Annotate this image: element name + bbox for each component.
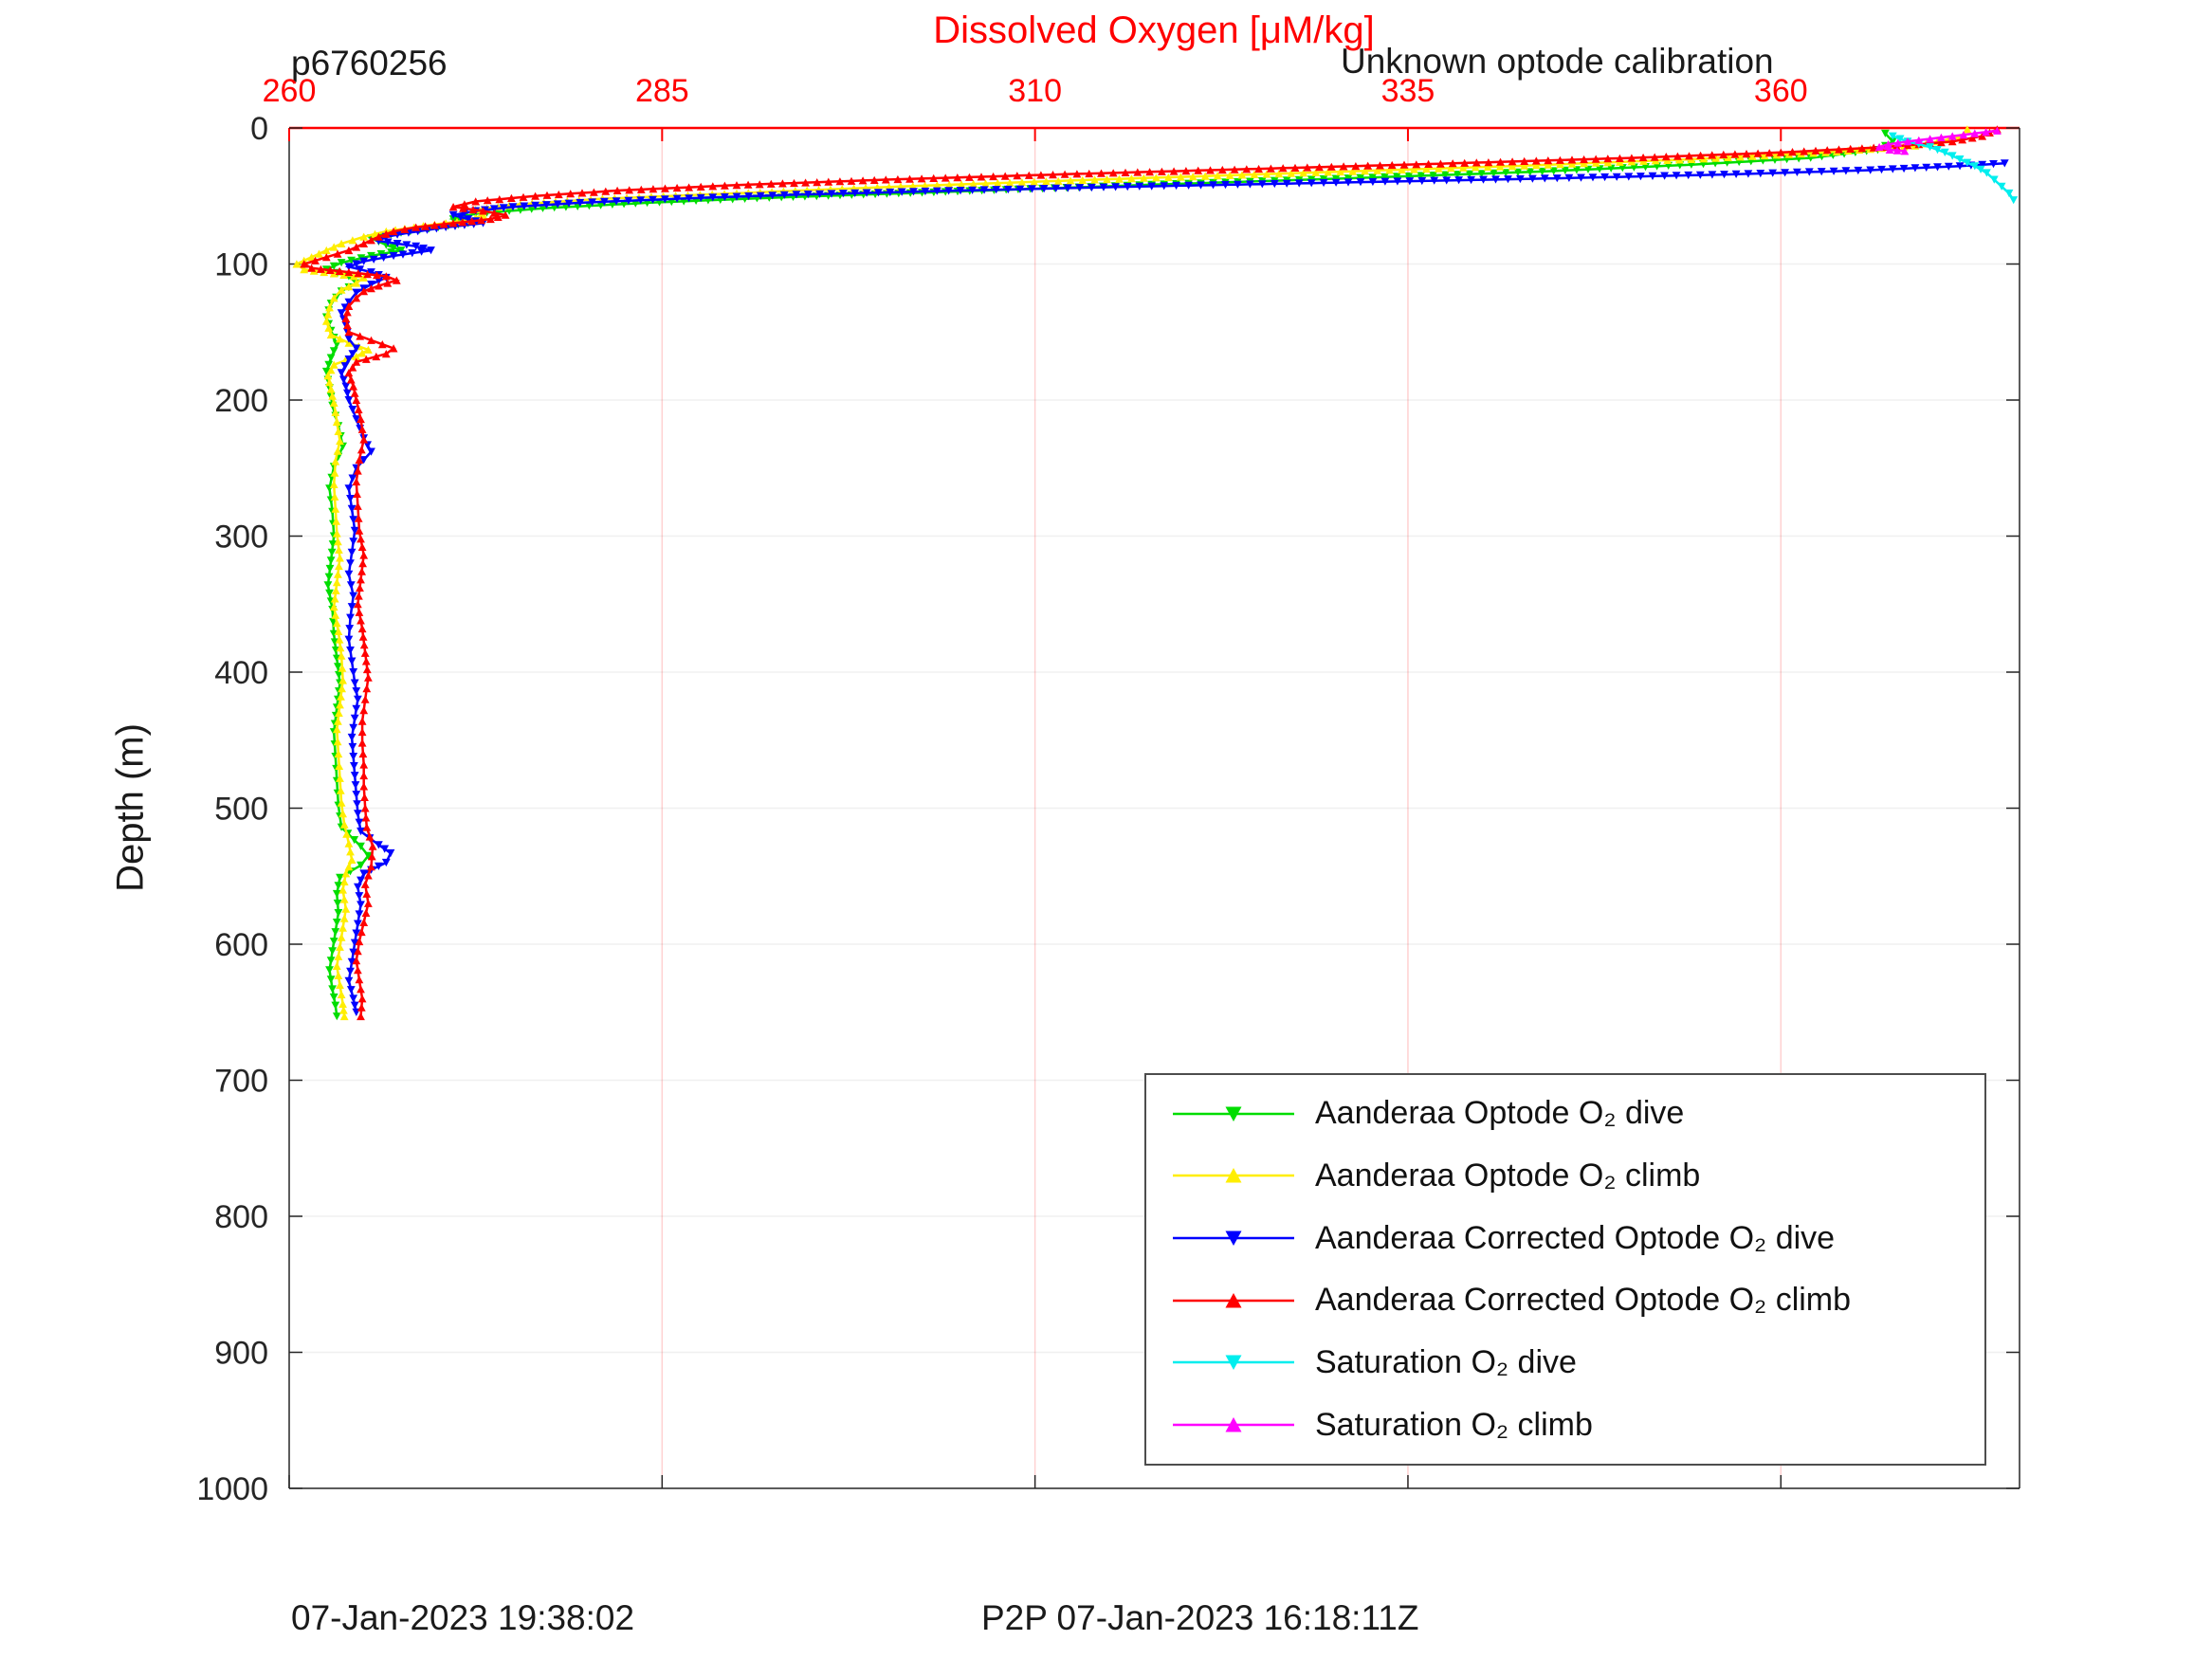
legend-line-sample <box>1173 1106 1294 1121</box>
y-tick-label: 500 <box>214 792 268 828</box>
legend-label: Aanderaa Optode O₂ dive <box>1315 1095 1685 1132</box>
legend-entry: Aanderaa Corrected Optode O₂ dive <box>1146 1219 1984 1257</box>
series-line-0 <box>321 129 1897 1021</box>
triangle-down-icon <box>1225 1355 1242 1371</box>
legend: Aanderaa Optode O₂ dive Aanderaa Optode O… <box>1144 1073 1986 1466</box>
series-line-1 <box>292 125 1972 1021</box>
y-tick-label: 200 <box>214 383 268 419</box>
footer-center-timestamp: P2P 07-Jan-2023 16:18:11Z <box>981 1598 1419 1637</box>
x-tick-label: 360 <box>1754 73 1808 109</box>
x-tick-label: 285 <box>635 73 689 109</box>
legend-label: Saturation O₂ climb <box>1315 1406 1593 1443</box>
series-line-2 <box>337 159 2009 1017</box>
y-tick-label: 600 <box>214 927 268 963</box>
legend-line-sample <box>1173 1231 1294 1247</box>
x-tick-label: 310 <box>1008 73 1062 109</box>
legend-line-sample <box>1173 1417 1294 1432</box>
calibration-note-label: Unknown optode calibration <box>1341 42 1774 81</box>
legend-line-sample <box>1173 1292 1294 1308</box>
legend-entry: Saturation O₂ dive <box>1146 1343 1984 1381</box>
x-tick-label: 260 <box>263 73 317 109</box>
legend-label: Aanderaa Optode O₂ climb <box>1315 1157 1701 1194</box>
y-tick-label: 300 <box>214 520 268 556</box>
legend-label: Aanderaa Corrected Optode O₂ climb <box>1315 1282 1852 1319</box>
y-tick-label: 0 <box>250 111 268 147</box>
legend-entry: Aanderaa Optode O₂ dive <box>1146 1095 1984 1133</box>
y-tick-label: 900 <box>214 1336 268 1372</box>
y-tick-label: 400 <box>214 655 268 691</box>
series-line-3 <box>300 125 2002 1021</box>
y-tick-label: 700 <box>214 1064 268 1100</box>
legend-entry: Aanderaa Optode O₂ climb <box>1146 1157 1984 1194</box>
legend-entry: Saturation O₂ climb <box>1146 1406 1984 1444</box>
triangle-up-icon <box>1225 1417 1242 1432</box>
triangle-up-icon <box>1225 1168 1242 1183</box>
y-tick-label: 100 <box>214 247 268 283</box>
legend-entry: Aanderaa Corrected Optode O₂ climb <box>1146 1282 1984 1320</box>
legend-line-sample <box>1173 1168 1294 1183</box>
series-line-5 <box>1874 126 2002 155</box>
x-tick-label: 335 <box>1381 73 1435 109</box>
triangle-down-icon <box>1225 1106 1242 1121</box>
legend-label: Saturation O₂ dive <box>1315 1343 1577 1380</box>
triangle-up-icon <box>1225 1292 1242 1308</box>
legend-label: Aanderaa Corrected Optode O₂ dive <box>1315 1219 1836 1256</box>
y-tick-label: 1000 <box>196 1471 268 1507</box>
triangle-down-icon <box>1225 1231 1242 1247</box>
station-id-label: p6760256 <box>291 44 448 82</box>
legend-line-sample <box>1173 1355 1294 1371</box>
chart-title: Dissolved Oxygen [μM/kg] <box>933 9 1375 51</box>
footer-left-timestamp: 07-Jan-2023 19:38:02 <box>291 1598 635 1637</box>
y-tick-label: 800 <box>214 1199 268 1235</box>
